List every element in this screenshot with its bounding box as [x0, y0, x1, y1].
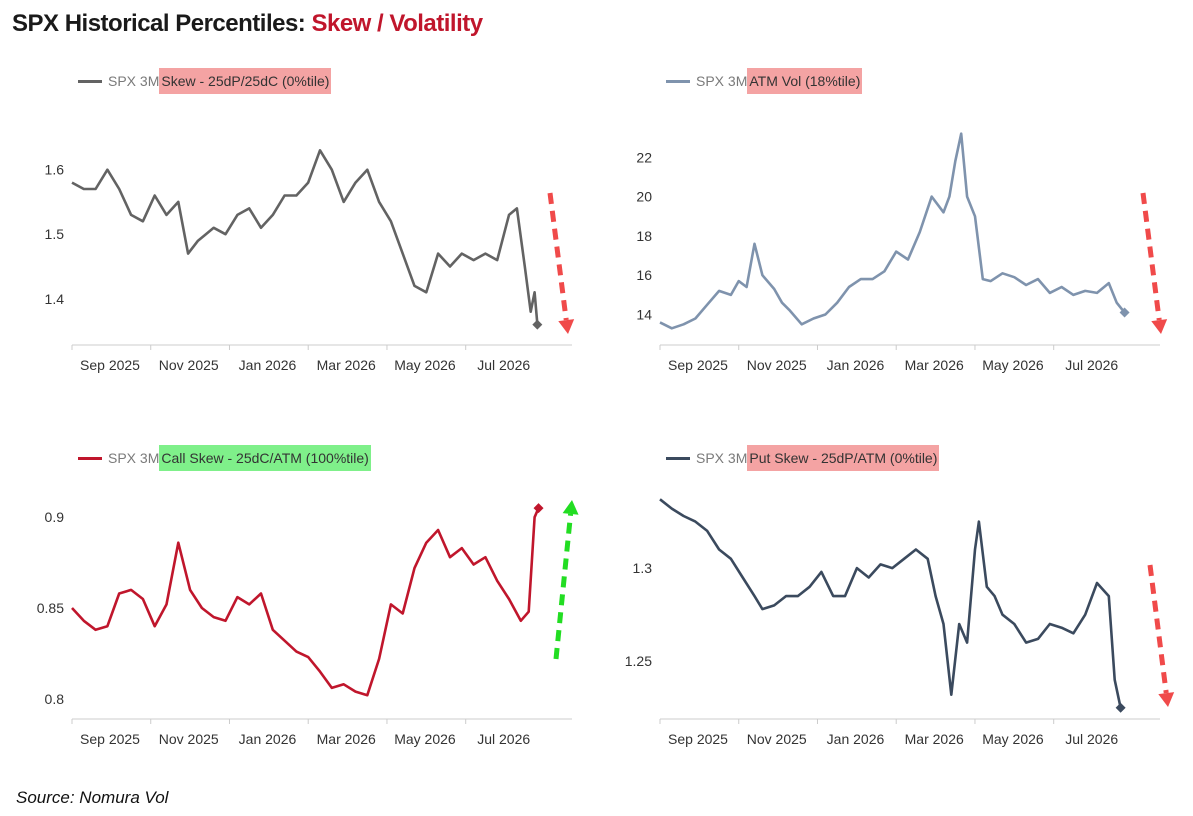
x-tick-label: Jul 2026 — [477, 731, 530, 747]
up-arrow-head — [562, 500, 579, 515]
series-line — [71, 507, 540, 697]
x-tick-label: Mar 2026 — [905, 731, 964, 747]
down-arrow-head — [558, 319, 575, 334]
last-value-marker — [1119, 307, 1130, 318]
y-tick-label: 16 — [636, 267, 652, 283]
y-tick-label: 14 — [636, 307, 652, 323]
legend-prefix: SPX 3M — [108, 450, 160, 466]
skew-chart-panel: SPX 3M Skew - 25dP/25dC (0%tile) 1.4 1.5 1… — [0, 60, 590, 390]
x-tick-label: Jul 2026 — [1065, 357, 1118, 373]
legend-label: Call Skew - 25dC/ATM (100%tile) — [159, 445, 371, 471]
x-tick-label: May 2026 — [394, 357, 456, 373]
down-arrow-shaft — [1147, 564, 1169, 694]
up-arrow-shaft — [553, 513, 574, 660]
x-tick-label: Nov 2025 — [747, 357, 807, 373]
x-tick-label: Sep 2025 — [80, 731, 140, 747]
x-tick-label: Jul 2026 — [477, 357, 530, 373]
put-skew-chart-panel: SPX 3M Put Skew - 25dP/ATM (0%tile) 1.25… — [600, 435, 1193, 765]
legend-label: Skew - 25dP/25dC (0%tile) — [159, 68, 332, 94]
atm-vol-chart-panel: SPX 3M ATM Vol (18%tile) 14 16 18 20 22 Sep 2… — [600, 60, 1193, 390]
source-note: Source: Nomura Vol — [16, 788, 169, 807]
y-tick-label: 0.8 — [45, 691, 65, 707]
x-tick-label: Mar 2026 — [317, 357, 376, 373]
legend-swatch — [666, 456, 690, 460]
x-tick-label: Nov 2025 — [159, 731, 219, 747]
x-tick-label: Sep 2025 — [80, 357, 140, 373]
y-tick-label: 0.9 — [45, 509, 65, 525]
x-tick-label: Jan 2026 — [827, 357, 885, 373]
legend-prefix: SPX 3M — [696, 450, 748, 466]
put-skew-chart: 1.25 1.3 Sep 2025 Nov 2025 Jan 2026 Mar 2026 M… — [625, 498, 1175, 747]
page-title: SPX Historical Percentiles: Skew / Volat… — [12, 10, 483, 38]
chart-legend: SPX 3M Put Skew - 25dP/ATM (0%tile) — [666, 444, 940, 472]
legend-swatch — [666, 79, 690, 83]
chart-legend: SPX 3M Skew - 25dP/25dC (0%tile) — [78, 67, 332, 95]
down-arrow-shaft — [547, 192, 569, 321]
series-line — [659, 498, 1122, 708]
y-tick-label: 1.5 — [45, 226, 65, 242]
legend-swatch — [78, 79, 102, 83]
legend-label: Put Skew - 25dP/ATM (0%tile) — [747, 445, 940, 471]
y-tick-label: 1.25 — [625, 653, 652, 669]
last-value-marker — [533, 503, 544, 514]
y-tick-label: 1.6 — [45, 162, 65, 178]
down-arrow-head — [1151, 319, 1168, 334]
y-tick-label: 20 — [636, 189, 652, 205]
x-tick-label: May 2026 — [394, 731, 456, 747]
x-tick-label: Jul 2026 — [1065, 731, 1118, 747]
title-main: SPX Historical Percentiles: — [12, 10, 306, 37]
legend-label: ATM Vol (18%tile) — [747, 68, 863, 94]
x-tick-label: Jan 2026 — [239, 731, 297, 747]
x-tick-label: Sep 2025 — [668, 731, 728, 747]
series-line — [71, 149, 539, 325]
last-value-marker — [532, 319, 543, 330]
x-tick-label: Sep 2025 — [668, 357, 728, 373]
down-arrow-shaft — [1140, 192, 1162, 321]
atm-vol-chart: 14 16 18 20 22 Sep 2025 Nov 2025 Jan 2026 Mar 20… — [636, 132, 1168, 373]
x-tick-label: May 2026 — [982, 731, 1044, 747]
x-tick-label: Mar 2026 — [317, 731, 376, 747]
legend-swatch — [78, 456, 102, 460]
y-tick-label: 1.3 — [633, 560, 653, 576]
x-tick-label: Mar 2026 — [905, 357, 964, 373]
chart-legend: SPX 3M Call Skew - 25dC/ATM (100%tile) — [78, 444, 371, 472]
y-tick-label: 1.4 — [45, 291, 65, 307]
y-tick-label: 22 — [636, 149, 652, 165]
x-tick-label: May 2026 — [982, 357, 1044, 373]
call-skew-chart-panel: SPX 3M Call Skew - 25dC/ATM (100%tile) 0… — [0, 435, 590, 765]
legend-prefix: SPX 3M — [696, 73, 748, 89]
x-tick-label: Jan 2026 — [827, 731, 885, 747]
x-tick-label: Nov 2025 — [747, 731, 807, 747]
x-tick-label: Jan 2026 — [239, 357, 297, 373]
call-skew-chart: 0.8 0.85 0.9 Sep 2025 Nov 2025 Jan 2026 Mar 20… — [37, 500, 579, 747]
title-accent: Skew / Volatility — [311, 10, 483, 37]
chart-legend: SPX 3M ATM Vol (18%tile) — [666, 67, 863, 95]
y-tick-label: 18 — [636, 228, 652, 244]
y-tick-label: 0.85 — [37, 600, 64, 616]
last-value-marker — [1115, 702, 1126, 713]
x-tick-label: Nov 2025 — [159, 357, 219, 373]
skew-chart: 1.4 1.5 1.6 Sep 2025 Nov 2025 Jan 2026 Mar 202… — [45, 149, 575, 373]
down-arrow-head — [1158, 692, 1175, 707]
legend-prefix: SPX 3M — [108, 73, 160, 89]
series-line — [659, 132, 1126, 330]
